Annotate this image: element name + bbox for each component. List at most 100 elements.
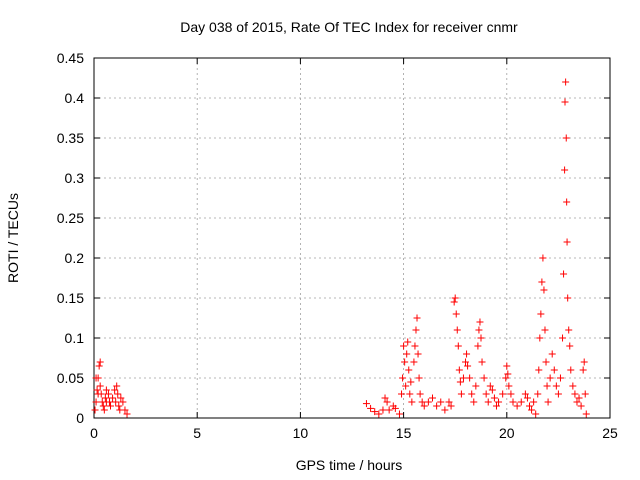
data-point bbox=[96, 358, 104, 366]
y-tick-label: 0.05 bbox=[57, 370, 84, 386]
data-point bbox=[456, 378, 464, 386]
data-point bbox=[567, 366, 575, 374]
data-point bbox=[535, 366, 543, 374]
data-point bbox=[556, 374, 564, 382]
data-point bbox=[405, 366, 413, 374]
axis-ticks: 0 5 10 15 20 25 0 0.05 0.1 0.15 0.2 0.25 0.3 0.35 0.4 0… bbox=[57, 50, 618, 441]
data-point bbox=[544, 398, 552, 406]
data-point bbox=[414, 350, 422, 358]
data-point bbox=[115, 402, 123, 410]
data-point bbox=[509, 398, 517, 406]
data-point bbox=[375, 410, 383, 418]
data-point bbox=[546, 374, 554, 382]
y-tick-label: 0 bbox=[76, 410, 84, 426]
data-point bbox=[470, 398, 478, 406]
data-point bbox=[507, 390, 515, 398]
y-tick-label: 0.3 bbox=[65, 170, 85, 186]
y-tick-label: 0.15 bbox=[57, 290, 84, 306]
data-point bbox=[526, 402, 534, 410]
data-point bbox=[395, 410, 403, 418]
data-point bbox=[455, 366, 463, 374]
y-tick-label: 0.1 bbox=[65, 330, 85, 346]
data-point bbox=[490, 394, 498, 402]
data-point bbox=[441, 406, 449, 414]
data-point bbox=[464, 362, 472, 370]
data-point bbox=[109, 394, 117, 402]
data-point bbox=[475, 326, 483, 334]
data-point bbox=[391, 404, 399, 412]
data-point bbox=[486, 382, 494, 390]
data-point bbox=[92, 398, 100, 406]
data-point bbox=[400, 342, 408, 350]
data-point bbox=[104, 390, 112, 398]
data-point bbox=[532, 410, 540, 418]
data-point bbox=[105, 398, 113, 406]
data-point bbox=[565, 326, 573, 334]
data-point bbox=[472, 382, 480, 390]
data-point bbox=[107, 402, 115, 410]
data-point bbox=[463, 350, 471, 358]
data-point bbox=[453, 326, 461, 334]
data-point bbox=[566, 342, 574, 350]
data-point bbox=[102, 386, 110, 394]
data-point bbox=[530, 398, 538, 406]
data-point bbox=[503, 362, 511, 370]
y-tick-label: 0.45 bbox=[57, 50, 84, 66]
x-tick-label: 10 bbox=[293, 425, 309, 441]
data-point bbox=[505, 382, 513, 390]
data-point bbox=[410, 358, 418, 366]
data-point bbox=[116, 406, 124, 414]
data-point bbox=[482, 390, 490, 398]
data-point bbox=[504, 370, 512, 378]
data-point bbox=[445, 398, 453, 406]
data-point bbox=[447, 402, 455, 410]
data-point bbox=[476, 318, 484, 326]
data-point bbox=[541, 326, 549, 334]
data-point bbox=[561, 98, 569, 106]
data-point bbox=[474, 342, 482, 350]
data-point bbox=[548, 350, 556, 358]
data-point bbox=[552, 382, 560, 390]
data-points bbox=[91, 78, 590, 418]
data-point bbox=[492, 402, 500, 410]
data-point bbox=[93, 386, 101, 394]
data-point bbox=[383, 398, 391, 406]
data-point bbox=[564, 294, 572, 302]
data-point bbox=[559, 334, 567, 342]
data-point bbox=[451, 294, 459, 302]
data-point bbox=[402, 382, 410, 390]
data-point bbox=[450, 298, 458, 306]
data-point bbox=[477, 334, 485, 342]
data-point bbox=[517, 398, 525, 406]
data-point bbox=[462, 358, 470, 366]
data-point bbox=[91, 406, 99, 414]
data-point bbox=[484, 398, 492, 406]
x-axis-label: GPS time / hours bbox=[296, 457, 403, 473]
data-point bbox=[415, 374, 423, 382]
data-point bbox=[554, 390, 562, 398]
data-point bbox=[411, 342, 419, 350]
data-point bbox=[99, 402, 107, 410]
x-tick-label: 5 bbox=[193, 425, 201, 441]
x-tick-label: 15 bbox=[396, 425, 412, 441]
chart-title: Day 038 of 2015, Rate Of TEC Index for r… bbox=[180, 19, 518, 35]
data-point bbox=[111, 386, 119, 394]
data-point bbox=[562, 134, 570, 142]
data-point bbox=[381, 394, 389, 402]
data-point bbox=[95, 362, 103, 370]
data-point bbox=[416, 390, 424, 398]
y-tick-label: 0.2 bbox=[65, 250, 85, 266]
data-point bbox=[371, 408, 379, 416]
data-point bbox=[94, 390, 102, 398]
data-point bbox=[569, 382, 577, 390]
data-point bbox=[117, 394, 125, 402]
data-point bbox=[502, 374, 510, 382]
data-point bbox=[543, 382, 551, 390]
data-point bbox=[579, 366, 587, 374]
data-point bbox=[398, 390, 406, 398]
data-point bbox=[495, 398, 503, 406]
data-point bbox=[362, 400, 370, 408]
data-point bbox=[92, 374, 100, 382]
grid-lines bbox=[94, 58, 610, 418]
